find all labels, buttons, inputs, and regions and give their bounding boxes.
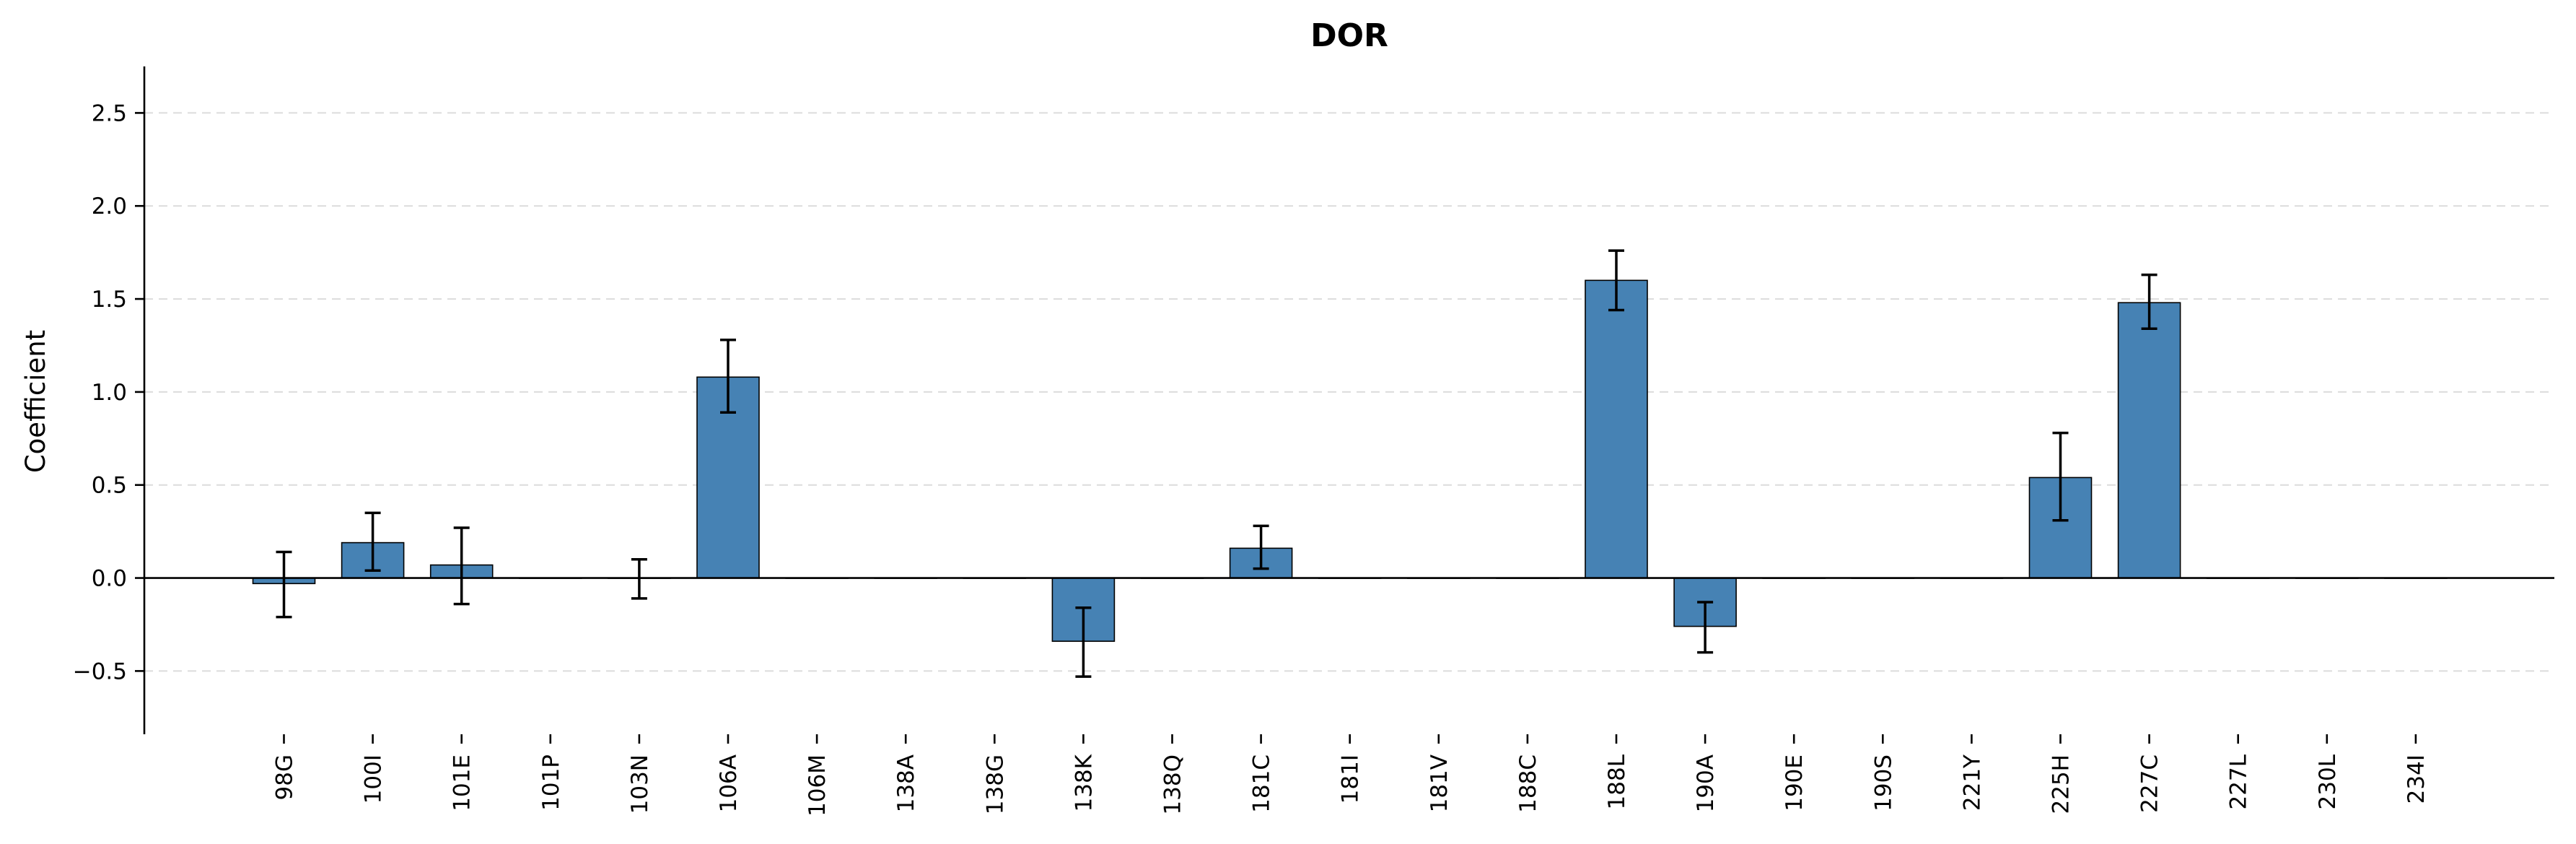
y-ticks: −0.5 0.0 0.5 1.0 1.5 2.0 2.5 [73,100,144,684]
y-tick-label: 1.5 [92,287,127,313]
x-tick-label: 138K [1071,754,1097,812]
x-tick-label: 227L [2226,754,2252,809]
chart-title: DOR [1310,17,1388,54]
y-tick-label: 0.0 [92,566,127,592]
x-tick-label: 101E [450,754,476,812]
x-tick-label: 106A [716,754,742,812]
x-tick-label: 188L [1604,754,1630,809]
x-tick-label: 101P [538,754,564,811]
x-tick-label: 230L [2315,754,2341,809]
x-tick-label: 181C [1249,754,1275,813]
bar [2117,302,2181,579]
bars [252,279,2448,642]
x-tick-label: 221Y [1959,754,1985,811]
x-ticks: 98G 100I 101E 101P 103N 106A 106M 138A 138G 138K 1… [272,734,2430,817]
x-tick-label: 190E [1782,754,1808,812]
y-tick-label: 2.0 [92,193,127,219]
x-tick-label: 181V [1427,754,1453,812]
x-tick-label: 234I [2404,754,2430,804]
y-tick-label: 0.5 [92,473,127,499]
error-bars [276,249,2157,678]
x-tick-label: 190S [1870,754,1896,812]
x-tick-label: 188C [1515,754,1541,813]
x-tick-label: 98G [272,754,298,800]
x-tick-label: 100I [361,754,387,804]
bar [1585,279,1648,579]
y-tick-label: 2.5 [92,100,127,126]
x-tick-label: 181I [1338,754,1364,804]
grid-lines [144,112,2554,672]
axes [143,66,2554,734]
x-tick-label: 227C [2137,754,2163,813]
x-tick-label: 138G [982,754,1008,814]
x-tick-label: 103N [627,754,653,814]
x-tick-label: 106M [805,754,831,817]
y-tick-label: 1.0 [92,380,127,406]
y-axis-label: Coefficient [20,330,51,473]
y-tick-label: −0.5 [73,658,127,684]
x-tick-label: 190A [1693,754,1719,812]
x-tick-label: 225H [2049,754,2075,814]
x-tick-label: 138A [893,754,919,812]
x-tick-label: 138Q [1160,754,1186,815]
